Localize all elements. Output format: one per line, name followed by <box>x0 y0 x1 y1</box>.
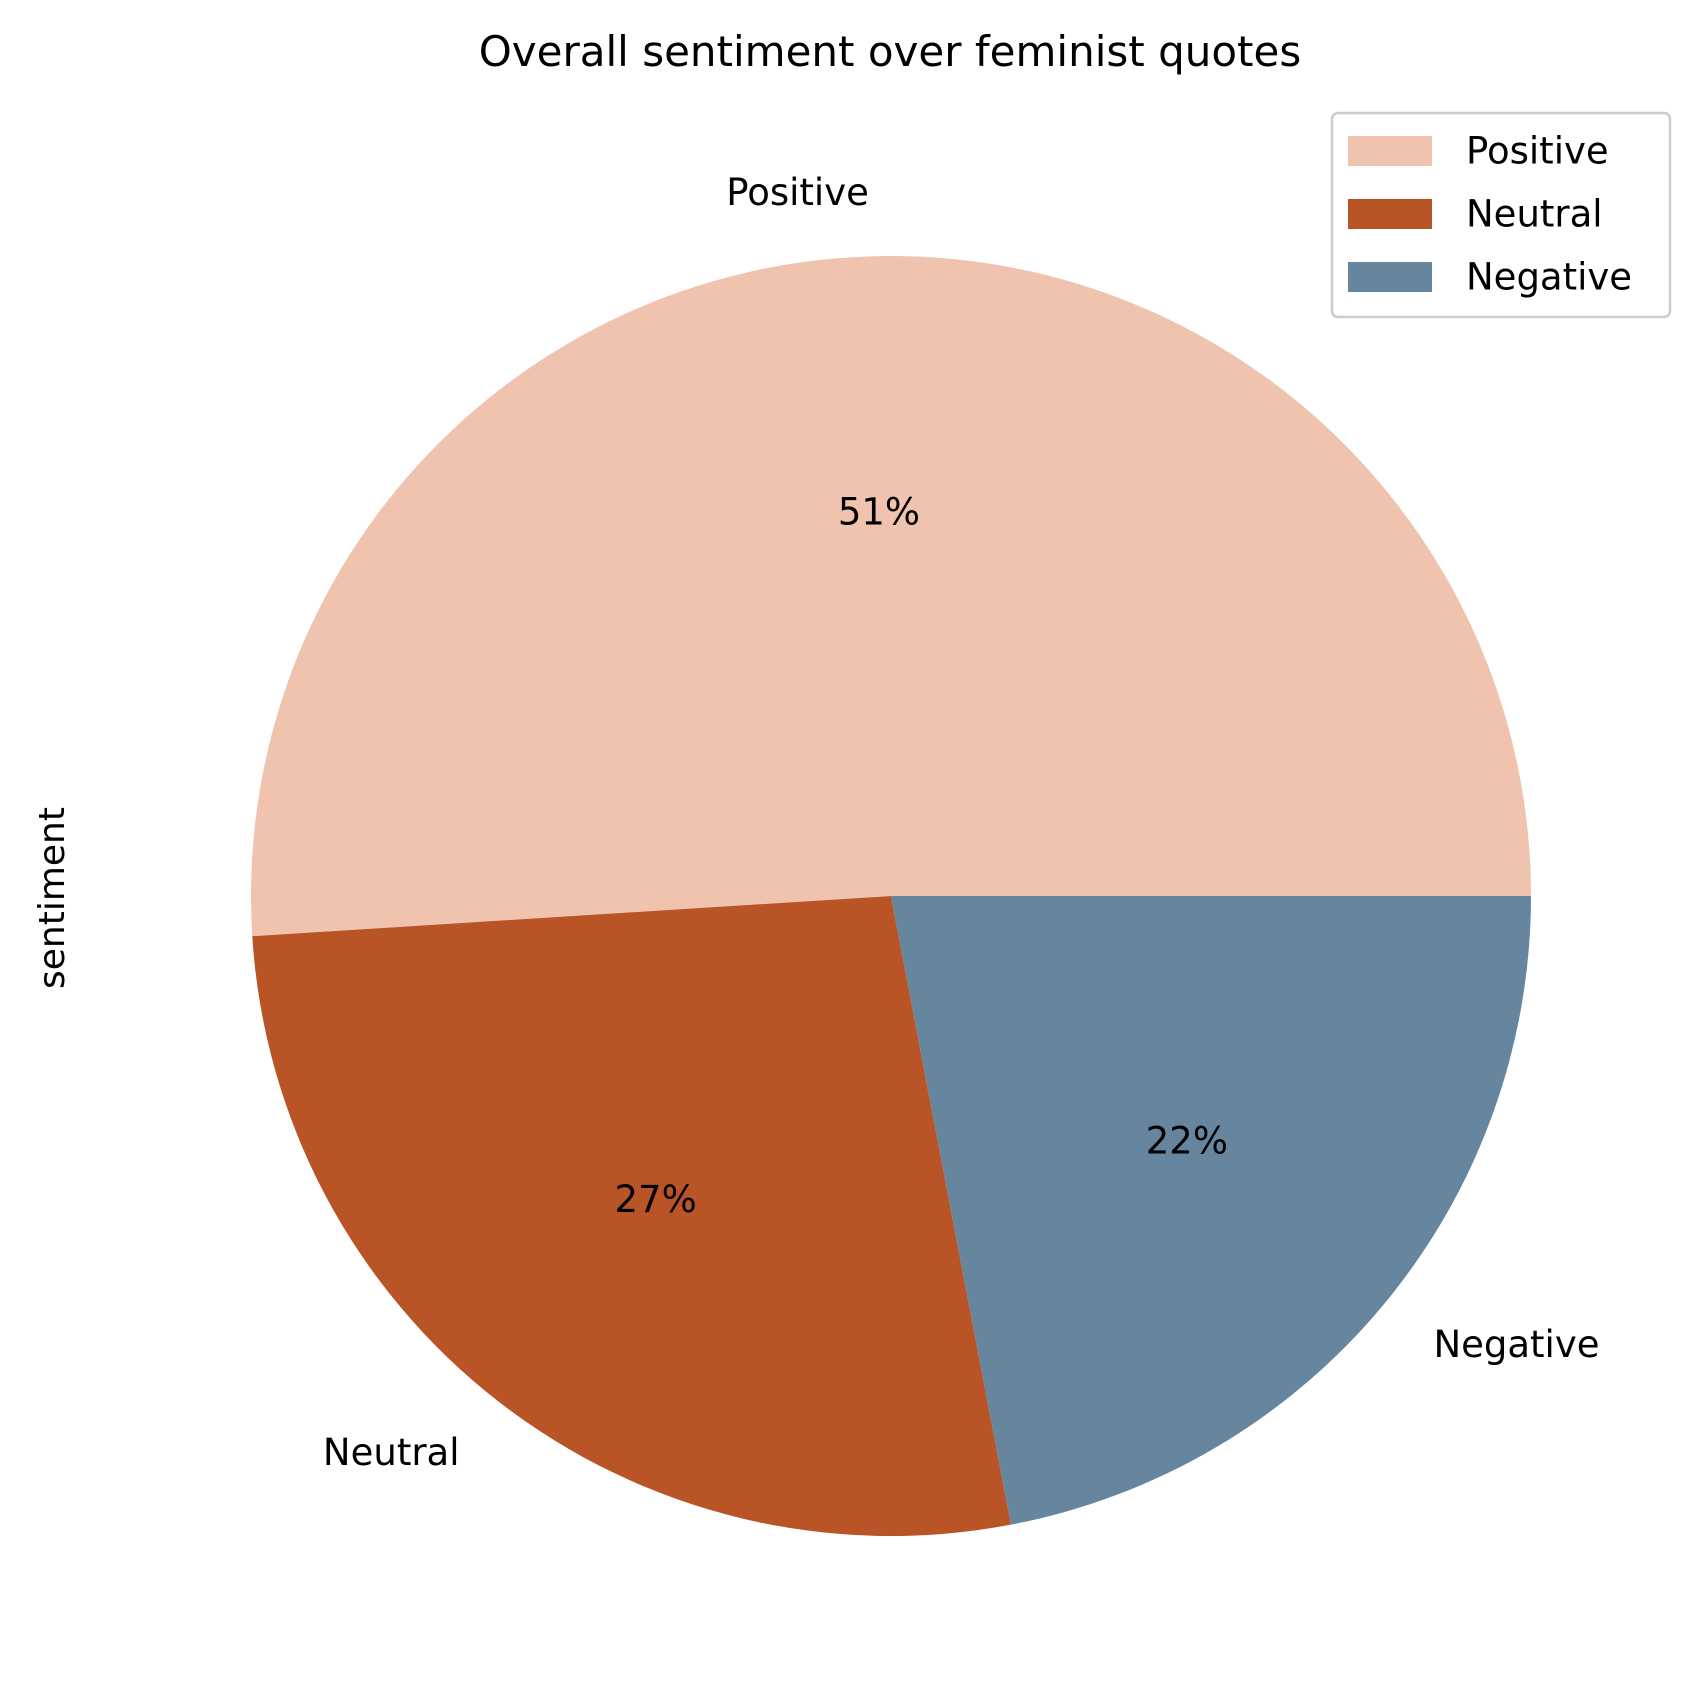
percentage-labels: 51% 27% 22% <box>615 491 1228 1221</box>
legend-swatch-positive <box>1348 136 1432 166</box>
slice-labels: Positive Neutral Negative <box>323 171 1600 1474</box>
legend-label-positive: Positive <box>1466 130 1609 173</box>
legend-swatch-neutral <box>1348 199 1432 229</box>
chart-title: Overall sentiment over feminist quotes <box>479 27 1302 76</box>
slice-label-neutral: Neutral <box>323 1431 460 1474</box>
legend: Positive Neutral Negative <box>1330 111 1672 319</box>
pie-slice-positive <box>250 256 1531 937</box>
pie-slice-neutral <box>252 896 1011 1536</box>
legend-label-negative: Negative <box>1466 256 1632 299</box>
y-axis-label: sentiment <box>32 807 73 989</box>
pct-label-positive: 51% <box>838 491 920 534</box>
legend-swatch-negative <box>1348 262 1432 292</box>
slice-label-negative: Negative <box>1433 1323 1599 1366</box>
legend-label-neutral: Neutral <box>1466 193 1603 236</box>
pct-label-neutral: 27% <box>615 1178 697 1221</box>
slice-label-positive: Positive <box>726 171 869 214</box>
pie-slices <box>250 256 1531 1536</box>
pie-slice-negative <box>891 896 1531 1525</box>
pct-label-negative: 22% <box>1146 1119 1228 1162</box>
